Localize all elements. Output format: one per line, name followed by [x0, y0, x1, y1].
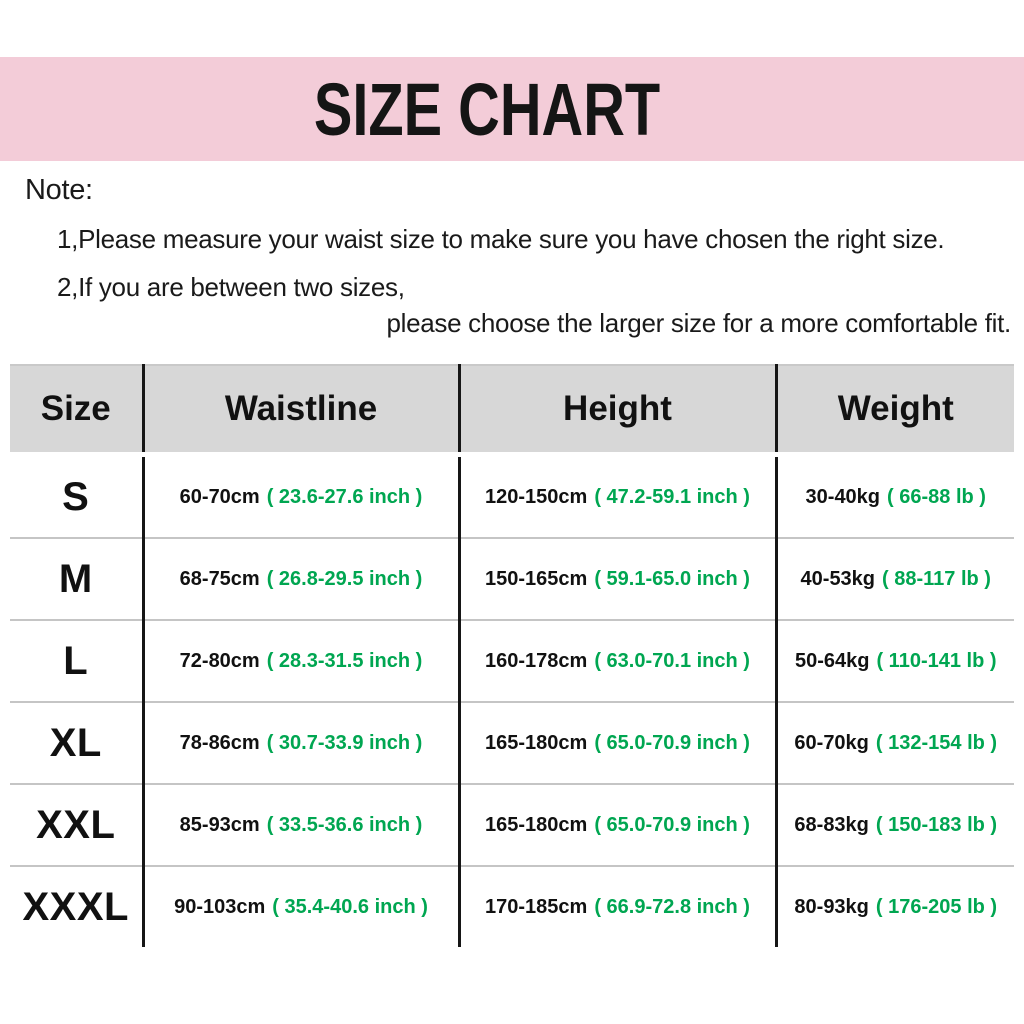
weight-kg-value: 68-83kg — [794, 813, 869, 836]
size-label: M — [10, 537, 145, 620]
column-header-height: Height — [459, 364, 778, 457]
table-row: S 60-70cm ( 23.6-27.6 inch ) 120-150cm ( 4… — [10, 454, 1014, 538]
height-cell: 170-185cm ( 66.9-72.8 inch ) — [459, 865, 778, 947]
height-cell: 160-178cm ( 63.0-70.1 inch ) — [459, 619, 778, 702]
note-line-2-continuation: please choose the larger size for a more… — [386, 308, 1011, 338]
weight-kg-value: 80-93kg — [794, 895, 869, 918]
waistline-cm-value: 60-70cm — [179, 485, 260, 508]
note-line-1: 1,Please measure your waist size to make… — [57, 224, 945, 254]
waistline-cell: 85-93cm ( 33.5-36.6 inch ) — [143, 783, 461, 866]
height-cell: 165-180cm ( 65.0-70.9 inch ) — [459, 783, 778, 866]
waistline-cell: 78-86cm ( 30.7-33.9 inch ) — [143, 701, 461, 784]
size-table: Size Waistline Height Weight S 60-70cm ( … — [10, 364, 1014, 947]
height-cm-value: 120-150cm — [485, 485, 588, 508]
waistline-cm-value: 85-93cm — [179, 813, 260, 836]
waistline-inch-value: ( 33.5-36.6 inch ) — [266, 813, 423, 836]
weight-kg-value: 40-53kg — [800, 567, 876, 590]
size-label: XL — [10, 701, 145, 784]
waistline-inch-value: ( 28.3-31.5 inch ) — [266, 649, 423, 672]
weight-kg-value: 50-64kg — [794, 649, 870, 672]
height-cell: 165-180cm ( 65.0-70.9 inch ) — [459, 701, 778, 784]
waistline-inch-value: ( 23.6-27.6 inch ) — [266, 485, 423, 508]
table-row: XL 78-86cm ( 30.7-33.9 inch ) 165-180cm ( … — [10, 701, 1014, 784]
waistline-cm-value: 90-103cm — [174, 895, 266, 918]
height-cm-value: 165-180cm — [485, 731, 588, 754]
height-cm-value: 150-165cm — [485, 567, 588, 590]
weight-lb-value: ( 110-141 lb ) — [876, 649, 997, 672]
waistline-inch-value: ( 35.4-40.6 inch ) — [272, 895, 428, 918]
waistline-inch-value: ( 26.8-29.5 inch ) — [266, 567, 423, 590]
table-row: L 72-80cm ( 28.3-31.5 inch ) 160-178cm ( 6… — [10, 619, 1014, 702]
height-inch-value: ( 65.0-70.9 inch ) — [594, 731, 750, 754]
column-header-weight: Weight — [776, 364, 1014, 457]
size-label: S — [10, 454, 145, 538]
weight-lb-value: ( 88-117 lb ) — [882, 567, 991, 590]
size-label: XXL — [10, 783, 145, 866]
weight-lb-value: ( 176-205 lb ) — [875, 895, 998, 918]
waistline-inch-value: ( 30.7-33.9 inch ) — [266, 731, 423, 754]
weight-cell: 40-53kg ( 88-117 lb ) — [776, 537, 1014, 620]
waistline-cell: 68-75cm ( 26.8-29.5 inch ) — [143, 537, 461, 620]
weight-lb-value: ( 150-183 lb ) — [875, 813, 998, 836]
height-inch-value: ( 65.0-70.9 inch ) — [594, 813, 750, 836]
waistline-cm-value: 72-80cm — [179, 649, 260, 672]
note-label: Note: — [25, 174, 93, 206]
weight-cell: 30-40kg ( 66-88 lb ) — [776, 454, 1014, 538]
waistline-cm-value: 68-75cm — [179, 567, 260, 590]
weight-cell: 60-70kg ( 132-154 lb ) — [776, 701, 1014, 784]
height-inch-value: ( 63.0-70.1 inch ) — [594, 649, 750, 672]
column-header-size: Size — [10, 364, 145, 457]
weight-cell: 68-83kg ( 150-183 lb ) — [776, 783, 1014, 866]
waistline-cm-value: 78-86cm — [179, 731, 260, 754]
page-title: SIZE CHART — [313, 67, 661, 151]
column-header-waistline: Waistline — [143, 364, 461, 457]
weight-lb-value: ( 66-88 lb ) — [887, 485, 986, 508]
note-line-2: 2,If you are between two sizes, — [57, 272, 405, 302]
height-cm-value: 160-178cm — [485, 649, 588, 672]
weight-kg-value: 30-40kg — [805, 485, 881, 508]
table-row: XXL 85-93cm ( 33.5-36.6 inch ) 165-180cm (… — [10, 783, 1014, 866]
table-row: M 68-75cm ( 26.8-29.5 inch ) 150-165cm ( 5… — [10, 537, 1014, 620]
height-inch-value: ( 47.2-59.1 inch ) — [594, 485, 750, 508]
waistline-cell: 90-103cm ( 35.4-40.6 inch ) — [143, 865, 461, 947]
table-header-row: Size Waistline Height Weight — [10, 364, 1014, 457]
waistline-cell: 72-80cm ( 28.3-31.5 inch ) — [143, 619, 461, 702]
table-row: XXXL 90-103cm ( 35.4-40.6 inch ) 170-185c… — [10, 865, 1014, 947]
weight-kg-value: 60-70kg — [794, 731, 869, 754]
height-cell: 120-150cm ( 47.2-59.1 inch ) — [459, 454, 778, 538]
waistline-cell: 60-70cm ( 23.6-27.6 inch ) — [143, 454, 461, 538]
height-cell: 150-165cm ( 59.1-65.0 inch ) — [459, 537, 778, 620]
height-inch-value: ( 59.1-65.0 inch ) — [594, 567, 750, 590]
size-label: XXXL — [10, 865, 145, 947]
size-label: L — [10, 619, 145, 702]
weight-lb-value: ( 132-154 lb ) — [875, 731, 998, 754]
height-cm-value: 165-180cm — [485, 813, 588, 836]
weight-cell: 80-93kg ( 176-205 lb ) — [776, 865, 1014, 947]
height-cm-value: 170-185cm — [485, 895, 588, 918]
height-inch-value: ( 66.9-72.8 inch ) — [594, 895, 750, 918]
weight-cell: 50-64kg ( 110-141 lb ) — [776, 619, 1014, 702]
title-banner: SIZE CHART — [0, 57, 1024, 161]
